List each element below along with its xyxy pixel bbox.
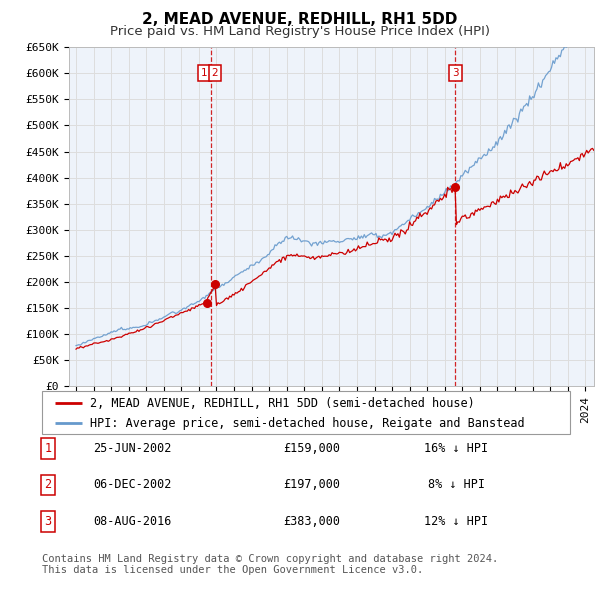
Text: 2, MEAD AVENUE, REDHILL, RH1 5DD: 2, MEAD AVENUE, REDHILL, RH1 5DD	[142, 12, 458, 27]
Text: 3: 3	[452, 68, 458, 78]
Text: 25-JUN-2002: 25-JUN-2002	[93, 442, 171, 455]
Text: 12% ↓ HPI: 12% ↓ HPI	[424, 515, 488, 528]
Text: 08-AUG-2016: 08-AUG-2016	[93, 515, 171, 528]
FancyBboxPatch shape	[42, 391, 570, 434]
Text: 1: 1	[44, 442, 52, 455]
Text: HPI: Average price, semi-detached house, Reigate and Banstead: HPI: Average price, semi-detached house,…	[89, 417, 524, 430]
Text: 1: 1	[201, 68, 208, 78]
Text: £383,000: £383,000	[284, 515, 341, 528]
Text: 3: 3	[44, 515, 52, 528]
Text: 2: 2	[211, 68, 218, 78]
Text: 16% ↓ HPI: 16% ↓ HPI	[424, 442, 488, 455]
Text: Contains HM Land Registry data © Crown copyright and database right 2024.
This d: Contains HM Land Registry data © Crown c…	[42, 553, 498, 575]
Text: 2, MEAD AVENUE, REDHILL, RH1 5DD (semi-detached house): 2, MEAD AVENUE, REDHILL, RH1 5DD (semi-d…	[89, 396, 474, 409]
Text: 06-DEC-2002: 06-DEC-2002	[93, 478, 171, 491]
Text: Price paid vs. HM Land Registry's House Price Index (HPI): Price paid vs. HM Land Registry's House …	[110, 25, 490, 38]
Text: £159,000: £159,000	[284, 442, 341, 455]
Text: 8% ↓ HPI: 8% ↓ HPI	[427, 478, 485, 491]
Text: £197,000: £197,000	[284, 478, 341, 491]
Text: 2: 2	[44, 478, 52, 491]
